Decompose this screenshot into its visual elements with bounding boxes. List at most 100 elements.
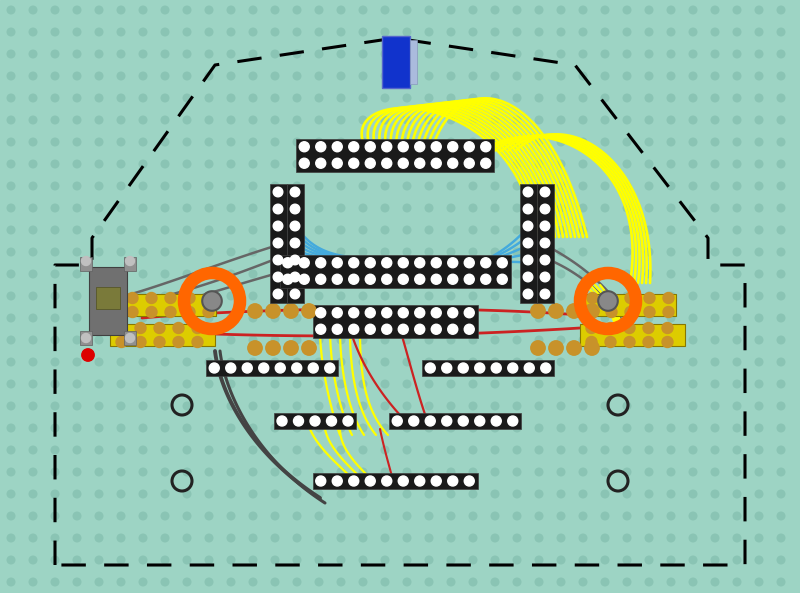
Circle shape <box>271 72 279 80</box>
Circle shape <box>514 6 521 14</box>
Circle shape <box>205 204 213 212</box>
Circle shape <box>623 248 631 256</box>
Circle shape <box>51 138 59 146</box>
Circle shape <box>162 204 169 212</box>
Circle shape <box>139 138 147 146</box>
Bar <box>206 360 338 376</box>
Circle shape <box>447 336 455 344</box>
Circle shape <box>470 204 477 212</box>
Circle shape <box>154 323 165 333</box>
Circle shape <box>755 490 763 498</box>
Circle shape <box>315 314 323 322</box>
Circle shape <box>531 341 546 355</box>
Circle shape <box>598 291 618 311</box>
Circle shape <box>403 402 411 410</box>
Circle shape <box>558 446 565 454</box>
Circle shape <box>690 556 697 564</box>
Circle shape <box>431 476 442 486</box>
Circle shape <box>755 578 763 586</box>
Circle shape <box>535 380 543 388</box>
Circle shape <box>118 204 125 212</box>
Circle shape <box>338 28 345 36</box>
Circle shape <box>398 324 408 334</box>
Circle shape <box>778 226 785 234</box>
Circle shape <box>734 270 741 278</box>
Circle shape <box>95 94 102 102</box>
Circle shape <box>118 226 125 234</box>
Circle shape <box>646 28 653 36</box>
Circle shape <box>663 292 674 304</box>
Circle shape <box>51 116 59 124</box>
Circle shape <box>623 226 631 234</box>
Circle shape <box>205 116 213 124</box>
Circle shape <box>127 307 138 317</box>
Circle shape <box>623 270 631 278</box>
Circle shape <box>690 28 697 36</box>
Circle shape <box>755 94 763 102</box>
Circle shape <box>470 380 477 388</box>
Circle shape <box>332 142 342 152</box>
Circle shape <box>227 116 235 124</box>
Circle shape <box>162 358 169 366</box>
Circle shape <box>535 116 543 124</box>
Circle shape <box>95 556 102 564</box>
Circle shape <box>514 446 521 454</box>
Circle shape <box>403 94 411 102</box>
Circle shape <box>734 94 741 102</box>
Circle shape <box>250 226 257 234</box>
Circle shape <box>382 490 389 498</box>
Circle shape <box>690 402 697 410</box>
Circle shape <box>7 578 15 586</box>
Circle shape <box>95 138 102 146</box>
Circle shape <box>29 248 37 256</box>
Circle shape <box>192 336 203 347</box>
Circle shape <box>464 476 474 486</box>
Circle shape <box>29 270 37 278</box>
Circle shape <box>227 160 235 168</box>
Circle shape <box>74 512 81 520</box>
Circle shape <box>250 336 257 344</box>
Circle shape <box>409 416 418 426</box>
Circle shape <box>316 258 326 268</box>
Circle shape <box>95 490 102 498</box>
Circle shape <box>74 424 81 432</box>
Circle shape <box>273 289 283 299</box>
Circle shape <box>315 380 323 388</box>
Circle shape <box>162 292 169 300</box>
Circle shape <box>282 274 293 284</box>
Circle shape <box>491 6 499 14</box>
Circle shape <box>535 292 543 300</box>
Circle shape <box>426 380 433 388</box>
Circle shape <box>667 534 675 542</box>
Circle shape <box>711 512 719 520</box>
Circle shape <box>273 238 283 248</box>
Circle shape <box>51 358 59 366</box>
Circle shape <box>338 94 345 102</box>
Circle shape <box>139 314 147 322</box>
Circle shape <box>227 28 235 36</box>
Circle shape <box>315 160 323 168</box>
Circle shape <box>535 358 543 366</box>
Circle shape <box>227 468 235 476</box>
Circle shape <box>481 158 490 168</box>
Circle shape <box>290 289 300 299</box>
Circle shape <box>403 248 411 256</box>
Circle shape <box>734 490 741 498</box>
Circle shape <box>118 182 125 190</box>
Circle shape <box>139 226 147 234</box>
Circle shape <box>205 578 213 586</box>
Circle shape <box>118 490 125 498</box>
Circle shape <box>778 336 785 344</box>
Circle shape <box>566 341 581 355</box>
Circle shape <box>447 138 455 146</box>
Circle shape <box>524 363 534 373</box>
Circle shape <box>778 490 785 498</box>
Circle shape <box>205 314 213 322</box>
Circle shape <box>491 94 499 102</box>
Circle shape <box>299 142 310 152</box>
Circle shape <box>447 468 455 476</box>
Circle shape <box>162 226 169 234</box>
Circle shape <box>623 446 631 454</box>
Circle shape <box>491 270 499 278</box>
Circle shape <box>667 336 675 344</box>
